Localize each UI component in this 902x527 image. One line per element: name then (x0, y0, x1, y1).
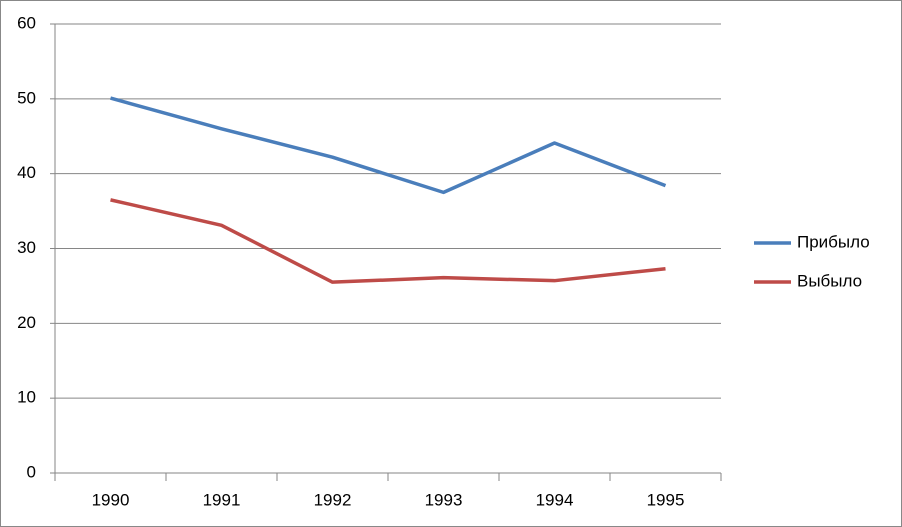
y-tick-label: 30 (17, 238, 36, 257)
y-tick-label: 0 (27, 462, 36, 481)
series-line (110, 198, 666, 284)
x-tick-label: 1991 (203, 490, 241, 509)
legend-label: Прибыло (797, 232, 870, 251)
y-tick-label: 20 (17, 313, 36, 332)
y-tick-label: 60 (17, 13, 36, 32)
y-tick-label: 40 (17, 163, 36, 182)
legend-label: Выбыло (797, 271, 862, 290)
x-tick-label: 1995 (647, 490, 685, 509)
y-tick-label: 10 (17, 388, 36, 407)
x-tick-label: 1990 (92, 490, 130, 509)
series-line (110, 96, 667, 195)
x-tick-label: 1992 (314, 490, 352, 509)
x-tick-label: 1993 (425, 490, 463, 509)
y-tick-label: 50 (17, 88, 36, 107)
x-tick-label: 1994 (536, 490, 574, 509)
